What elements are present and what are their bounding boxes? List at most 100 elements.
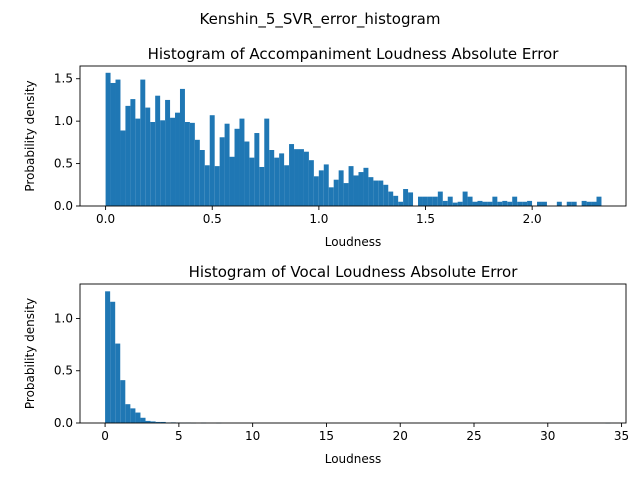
vocal-bars [105,291,611,424]
acc-bar [418,196,423,206]
acc-bar [432,196,438,206]
vocal-bar [155,421,161,423]
acc-bar [323,164,329,206]
vocal-xtick-label: 5 [175,429,183,443]
acc-bar [591,201,597,206]
acc-bar [125,105,131,206]
acc-bar [145,107,151,206]
acc-bar [284,165,290,206]
acc-bar [378,180,384,206]
acc-bar [333,179,339,206]
acc-bar [140,79,146,206]
vocal-bar [110,301,116,423]
vocal-xtick-label: 10 [245,429,260,443]
acc-bar [289,144,295,206]
acc-bar [184,122,190,206]
acc-bar [427,196,433,206]
acc-bar [160,120,166,206]
acc-bar [338,170,344,206]
acc-bar [393,195,399,206]
acc-bar [199,150,205,206]
acc-bar [462,191,468,206]
acc-bar [239,118,245,206]
acc-bar [517,201,523,206]
acc-bar [497,201,503,206]
vocal-xtick-label: 0 [101,429,109,443]
acc-bar [165,99,171,206]
acc-bar [358,172,364,206]
acc-axes-frame [79,65,627,207]
acc-bar [269,150,275,206]
vocal-bar [150,421,156,423]
acc-title: Histogram of Accompaniment Loudness Abso… [148,45,560,63]
acc-bar [170,117,176,206]
acc-xtick-label: 0.0 [96,212,115,226]
acc-ytick-label: 1.5 [54,72,73,86]
acc-bar [120,130,126,206]
acc-bar [383,184,389,206]
acc-bar [179,88,185,206]
vocal-axes-frame [79,283,627,424]
acc-bar [313,176,319,206]
vocal-bar [160,421,166,423]
figure-suptitle: Kenshin_5_SVR_error_histogram [200,10,441,29]
acc-bar [527,200,533,206]
vocal-ytick-label: 0.0 [54,416,73,430]
acc-bar [363,167,369,206]
acc-bar [130,99,136,206]
acc-bar [408,192,414,206]
vocal-ytick-label: 0.5 [54,364,73,378]
vocal-bar [105,291,111,423]
acc-bar [343,183,349,206]
acc-bar [115,79,121,206]
acc-bar [403,189,409,206]
vocal-bar [115,343,121,423]
acc-bar [472,201,478,206]
acc-bar [482,201,488,206]
chart-accompaniment: Histogram of Accompaniment Loudness Abso… [23,45,627,249]
vocal-xtick-label: 15 [319,429,334,443]
vocal-xlabel: Loudness [325,452,382,466]
vocal-bar [130,408,136,423]
vocal-bar [145,420,151,423]
acc-bar [244,141,250,206]
acc-bar [298,149,304,206]
acc-bar [502,200,508,206]
acc-bar [204,165,210,206]
vocal-bar [140,417,146,423]
acc-bar [155,95,161,206]
acc-bar [447,196,453,206]
acc-bar [373,180,379,206]
acc-bar [229,156,235,206]
acc-ylabel: Probability density [23,80,37,191]
acc-bar [398,201,404,206]
vocal-xtick-label: 25 [466,429,481,443]
vocal-ytick-label: 1.0 [54,311,73,325]
acc-bar [596,196,602,206]
vocal-xtick-label: 35 [614,429,629,443]
vocal-bar [120,380,126,423]
acc-bar [219,137,225,206]
acc-bar [303,151,309,206]
acc-xtick-label: 1.0 [309,212,328,226]
acc-bar [274,157,280,206]
acc-bar [194,139,200,206]
acc-bar [581,200,587,206]
acc-bar [556,201,562,206]
acc-bar [209,115,215,206]
acc-bar [507,201,513,206]
acc-bar [189,122,195,206]
acc-bar [175,112,180,206]
acc-xlabel: Loudness [325,235,382,249]
acc-bar [422,196,428,206]
vocal-title: Histogram of Vocal Loudness Absolute Err… [189,263,519,281]
acc-xtick-label: 1.5 [416,212,435,226]
acc-bar [522,201,528,206]
acc-bar [110,82,116,206]
acc-ytick-label: 1.0 [54,114,73,128]
acc-bars [105,72,602,206]
acc-bar [487,201,493,206]
acc-bar [214,166,220,206]
acc-bar [541,201,547,206]
